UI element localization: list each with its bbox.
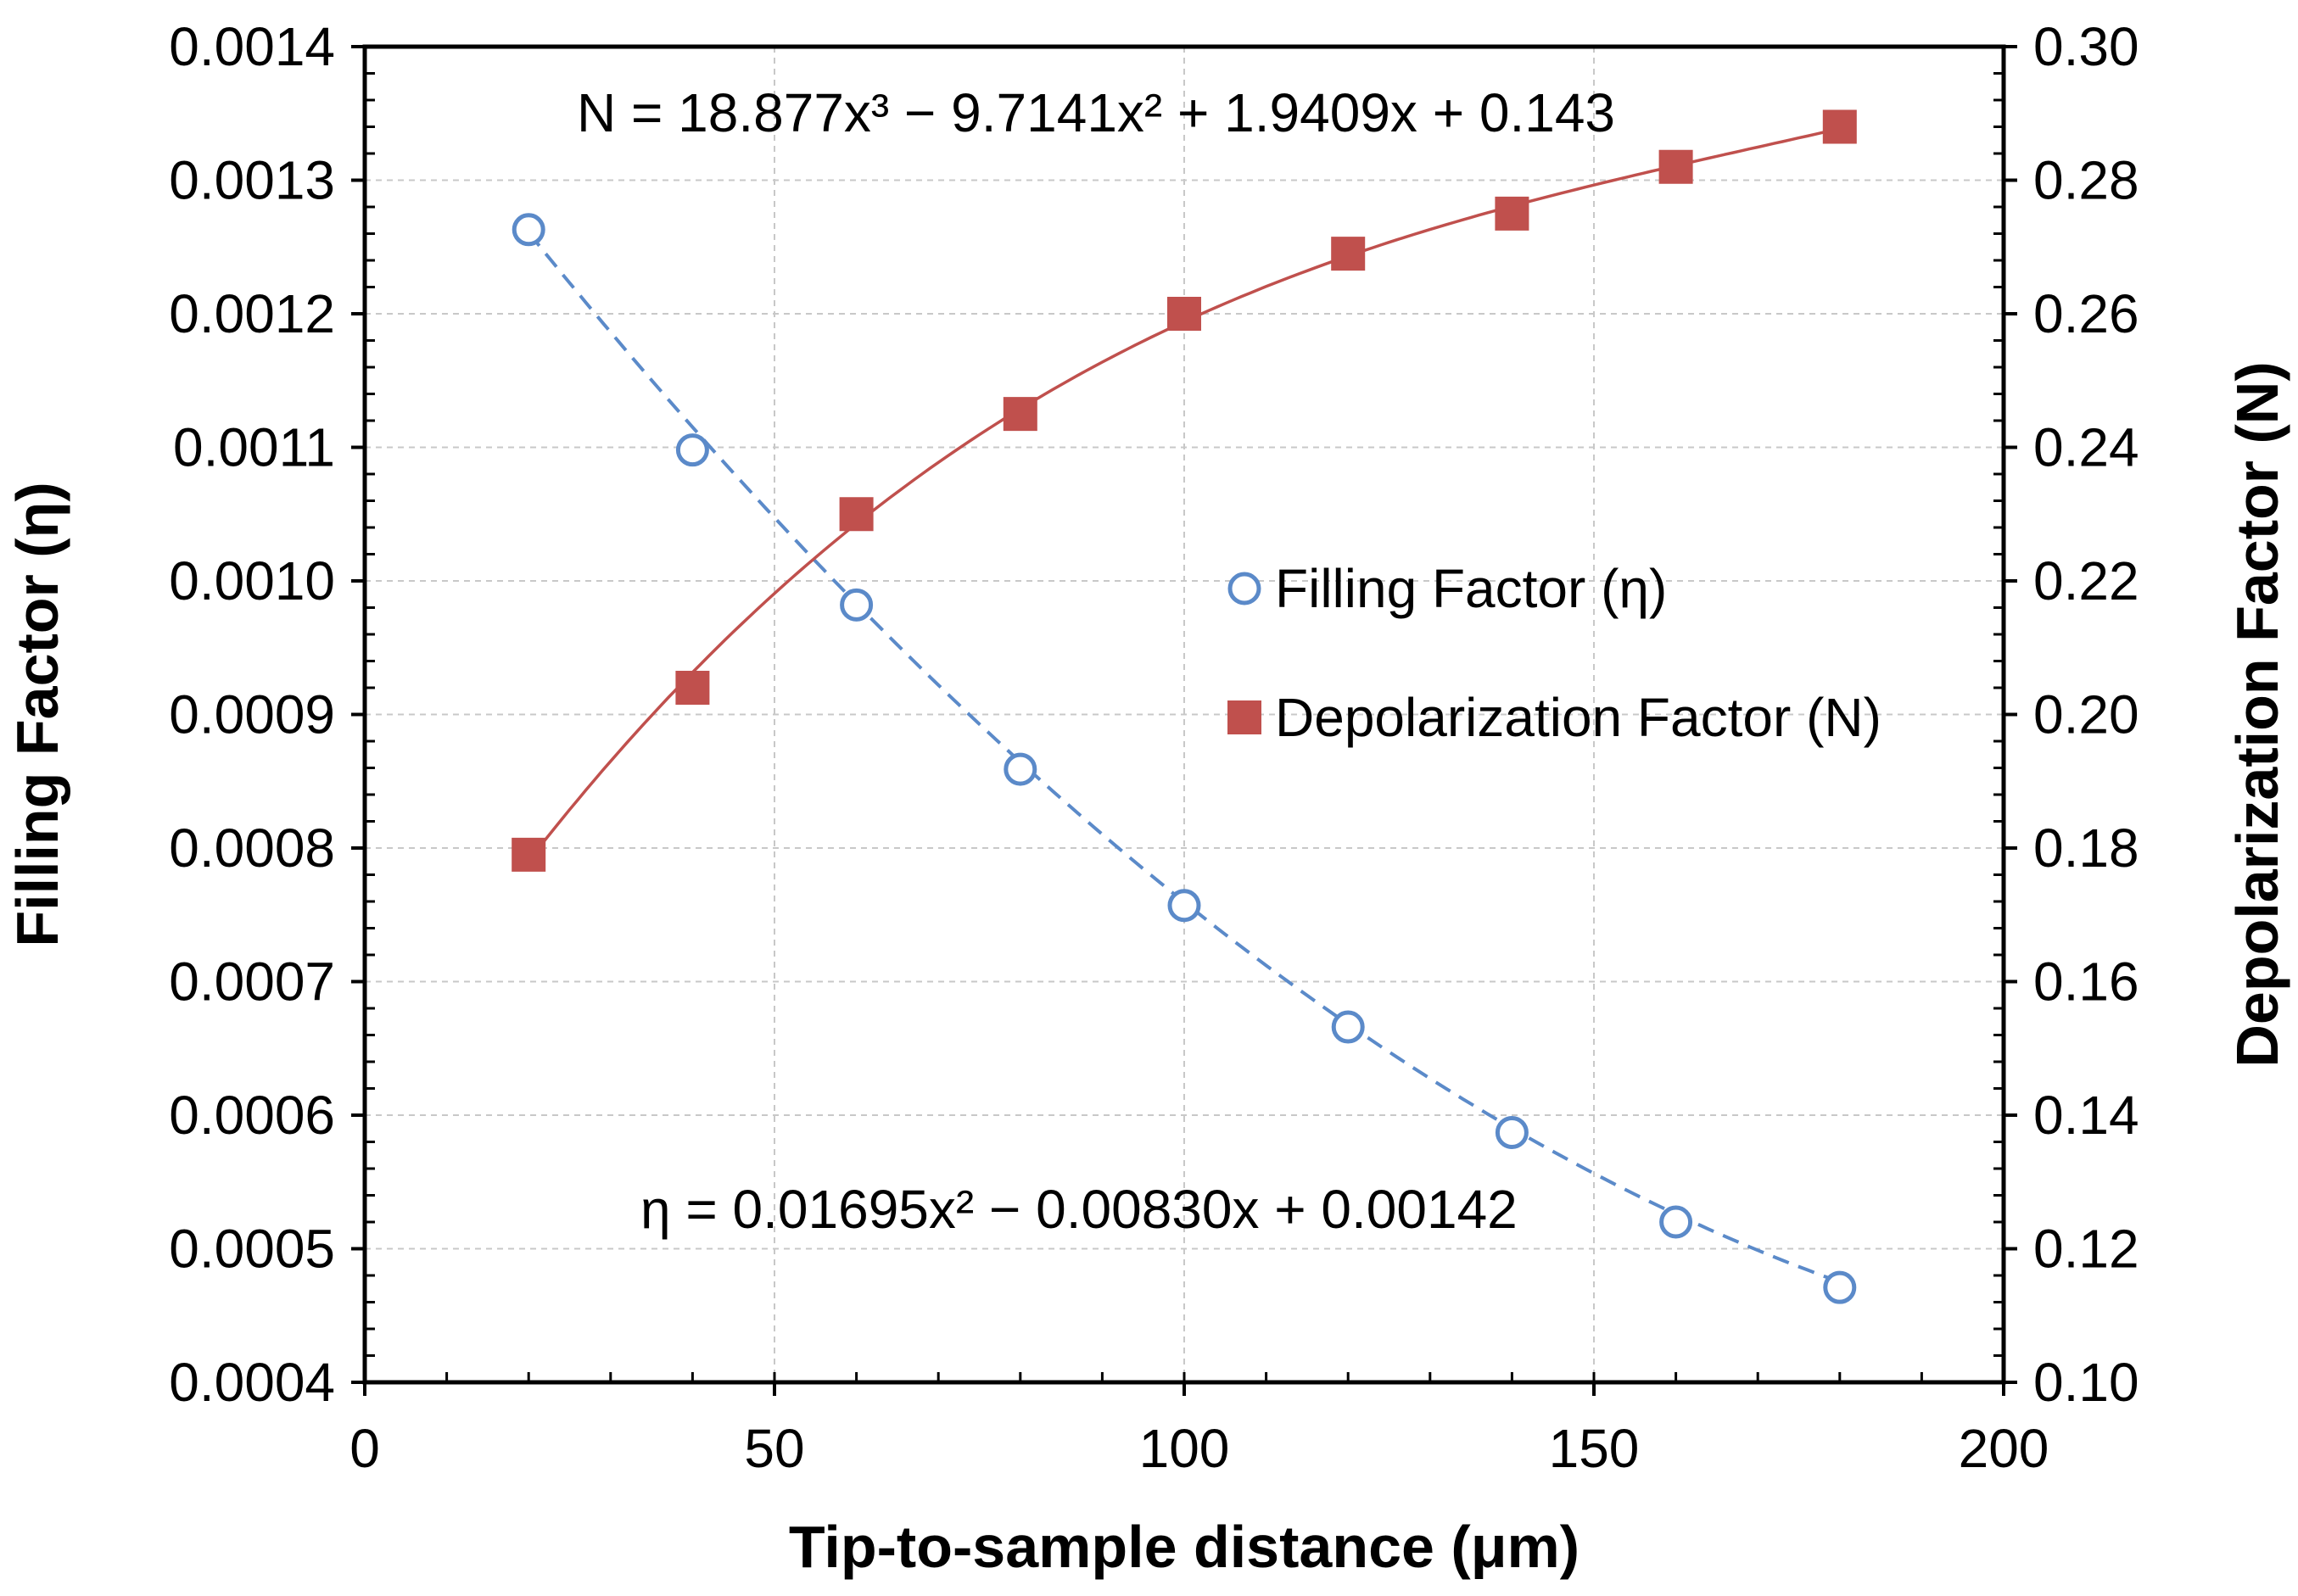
legend: Filling Factor (η) Depolarization Factor… — [1227, 558, 1881, 748]
filling-factor-point — [1331, 1010, 1365, 1044]
y-left-tick-label: 0.0008 — [169, 818, 335, 879]
filling-factor-point — [840, 588, 874, 622]
filling-factor-point — [1004, 752, 1037, 786]
y-right-tick-label: 0.30 — [2033, 16, 2139, 77]
y-right-tick-label: 0.26 — [2033, 283, 2139, 344]
axis-ticks: 0.0004 0.10 0.0005 0.12 0.0006 0.14 0.0007 0.16… — [169, 16, 2139, 1479]
legend-marker-depolarization-factor — [1227, 700, 1261, 734]
depolarization-fit-equation: N = 18.877x³ − 9.7141x² + 1.9409x + 0.14… — [577, 82, 1615, 143]
depolarization-factor-point — [1658, 149, 1693, 184]
x-tick-label: 150 — [1549, 1418, 1640, 1479]
y-left-tick-label: 0.0009 — [169, 684, 335, 745]
depolarization-factor-point — [675, 671, 710, 705]
filling-fit-equation: η = 0.01695x² − 0.00830x + 0.00142 — [640, 1179, 1518, 1240]
y-left-tick-label: 0.0013 — [169, 150, 335, 211]
y-right-tick-label: 0.12 — [2033, 1219, 2139, 1280]
x-tick-label: 200 — [1959, 1418, 2049, 1479]
depolarization-factor-point — [1003, 397, 1037, 432]
depolarization-factor-point — [839, 497, 874, 532]
depolarization-factor-point — [1822, 109, 1857, 144]
legend-label-filling-factor: Filling Factor (η) — [1275, 558, 1667, 619]
legend-label-depolarization-factor: Depolarization Factor (N) — [1275, 687, 1881, 748]
y-left-tick-label: 0.0006 — [169, 1085, 335, 1146]
y-right-tick-label: 0.20 — [2033, 684, 2139, 745]
y-left-tick-label: 0.0014 — [169, 16, 335, 77]
legend-marker-filling-factor — [1227, 572, 1261, 605]
y-right-tick-label: 0.14 — [2033, 1085, 2139, 1146]
x-tick-label: 100 — [1139, 1418, 1230, 1479]
depolarization-factor-point — [1331, 237, 1366, 271]
depolarization-factor-point — [512, 837, 546, 872]
depolarization-factor-point — [1167, 297, 1201, 331]
y-right-tick-label: 0.28 — [2033, 150, 2139, 211]
y-left-tick-label: 0.0004 — [169, 1352, 335, 1413]
depolarization-factor-point — [1495, 196, 1529, 231]
y-right-tick-label: 0.24 — [2033, 417, 2139, 478]
y-right-tick-label: 0.22 — [2033, 550, 2139, 611]
y-left-tick-label: 0.0005 — [169, 1219, 335, 1280]
y-left-tick-label: 0.0011 — [173, 417, 335, 478]
y-right-tick-label: 0.16 — [2033, 951, 2139, 1013]
y-left-tick-label: 0.0012 — [169, 283, 335, 344]
filling-factor-point — [1659, 1205, 1693, 1239]
x-axis-title: Tip-to-sample distance (μm) — [789, 1514, 1580, 1580]
y-right-tick-label: 0.10 — [2033, 1352, 2139, 1413]
y-left-tick-label: 0.0010 — [169, 550, 335, 611]
x-tick-label: 0 — [349, 1418, 380, 1479]
data-markers — [512, 109, 1857, 1304]
y-right-tick-label: 0.18 — [2033, 818, 2139, 879]
filling-factor-point — [675, 433, 709, 467]
y-right-axis-title: Depolarization Factor (N) — [2224, 361, 2290, 1067]
filling-factor-point — [1167, 889, 1201, 923]
y-left-axis-title: Filling Factor (η) — [4, 482, 70, 946]
y-left-tick-label: 0.0007 — [169, 951, 335, 1013]
x-tick-label: 50 — [744, 1418, 804, 1479]
filling-factor-point — [1823, 1270, 1857, 1304]
filling-factor-point — [1495, 1115, 1529, 1149]
filling-factor-point — [512, 213, 545, 247]
